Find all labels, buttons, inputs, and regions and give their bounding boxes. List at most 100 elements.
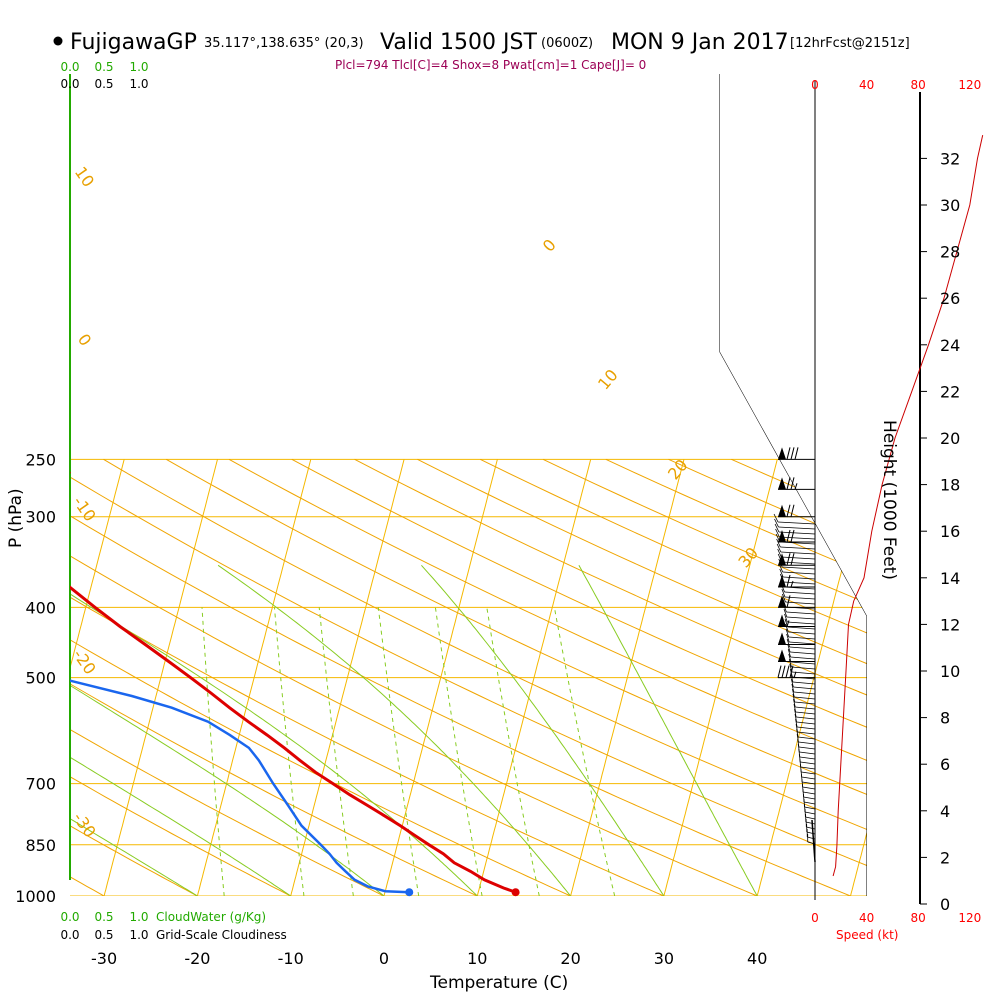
pressure-tick-label: 400 xyxy=(25,598,56,617)
forecast-info: [12hrFcst@2151z] xyxy=(790,36,910,51)
wind-barb-shaft xyxy=(798,741,816,745)
wind-barb-feather xyxy=(792,693,796,703)
moist-adiabat-line xyxy=(70,564,385,896)
wind-barb xyxy=(778,447,815,460)
valid-time: Valid 1500 JST xyxy=(380,30,537,55)
dry-adiabat-label: 0 xyxy=(74,330,95,349)
wind-barb-shaft xyxy=(784,586,816,590)
isotherm-line xyxy=(663,459,778,896)
height-tick-label: 2 xyxy=(940,848,950,867)
dry-adiabat-line xyxy=(228,458,867,896)
dry-adiabat-line xyxy=(70,458,867,896)
wind-barb-shaft xyxy=(790,661,816,665)
isotherm-label: 0 xyxy=(539,235,560,255)
wind-barb-feather xyxy=(789,668,793,678)
temperature-tick-label: -30 xyxy=(91,949,117,968)
mixing-ratio-line xyxy=(201,607,225,896)
isotherm-label: 10 xyxy=(594,366,622,394)
wind-barb-feather xyxy=(778,563,784,573)
temperature-tick-label: 30 xyxy=(654,949,674,968)
wind-barb-shaft xyxy=(805,821,816,825)
dry-adiabat-line xyxy=(479,458,867,896)
wind-barb-feather xyxy=(794,708,797,718)
dry-adiabat-line xyxy=(417,458,867,896)
wind-barb-feather xyxy=(791,683,795,693)
height-tick-label: 4 xyxy=(940,802,950,821)
moist-adiabat-line xyxy=(70,564,478,896)
cloud-water-tick-bottom: 0.5 xyxy=(94,910,113,924)
mixing-ratio-label: 5 xyxy=(404,907,421,921)
valid-zulu: (0600Z) xyxy=(541,36,593,51)
wind-barb-shaft xyxy=(783,576,816,580)
isotherm-line xyxy=(850,459,867,896)
wind-barb-shaft xyxy=(803,796,816,800)
wind-barb xyxy=(778,504,815,518)
cloudiness-tick-bottom: 0.5 xyxy=(94,928,113,942)
wind-barb-shaft xyxy=(793,691,816,695)
dry-adiabat-label: -30 xyxy=(69,809,100,841)
height-tick-label: 30 xyxy=(940,196,960,215)
wind-barb-shaft xyxy=(792,681,816,685)
wind-barb-feather xyxy=(775,528,780,538)
dry-adiabat-line xyxy=(70,458,571,896)
wind-barb-shaft xyxy=(789,641,816,645)
wind-barb-shaft xyxy=(792,676,816,680)
dry-adiabat-line xyxy=(856,458,867,896)
speed-tick-label-bottom: 120 xyxy=(958,911,981,925)
speed-tick-label-bottom: 40 xyxy=(859,911,874,925)
wind-barb-feather xyxy=(784,613,788,623)
dry-adiabat-label: -20 xyxy=(69,646,100,678)
wind-barb-shaft xyxy=(795,706,816,710)
cloud-water-tick-top: 1.0 xyxy=(129,60,148,74)
wind-barb-feather xyxy=(782,593,786,603)
wind-barb-shaft xyxy=(802,786,816,790)
height-tick-label: 6 xyxy=(940,755,950,774)
wind-barb-shaft xyxy=(780,546,816,550)
wind-barb-feather xyxy=(785,628,790,638)
isotherm-line xyxy=(70,459,125,896)
wind-barb-feather xyxy=(793,698,796,708)
wind-barb-shaft xyxy=(787,626,816,630)
height-tick-label: 22 xyxy=(940,382,960,401)
cloud-water-tick-bottom: 1.0 xyxy=(129,910,148,924)
cloudiness-tick-top: 0.5 xyxy=(94,77,113,91)
wind-barb-feather xyxy=(788,653,792,663)
pressure-tick-label: 700 xyxy=(25,775,56,794)
wind-barb-feather xyxy=(793,703,797,713)
wind-barb-shaft xyxy=(801,776,816,780)
speed-tick-label-top: 80 xyxy=(911,78,926,92)
temperature-tick-label: -10 xyxy=(278,949,304,968)
wind-barbs xyxy=(773,447,816,863)
wind-barb xyxy=(778,477,815,490)
mixing-ratio-line xyxy=(377,607,420,896)
dry-adiabat-line xyxy=(291,458,867,896)
wind-barb-feather xyxy=(786,638,790,648)
isotherm-line xyxy=(383,459,498,896)
wind-barb-shaft xyxy=(795,711,816,715)
cloudiness-tick-top: 0.0 xyxy=(60,77,79,91)
speed-axis-label: Speed (kt) xyxy=(836,928,898,942)
height-tick-label: 26 xyxy=(940,289,960,308)
wind-barb-shaft xyxy=(785,601,816,605)
isotherm-line xyxy=(103,459,218,896)
wind-barb-shaft xyxy=(797,736,816,740)
wind-speed-panel xyxy=(814,80,984,904)
wind-barb-shaft xyxy=(805,816,816,820)
wind-barb xyxy=(778,649,815,663)
temperature-tick-label: -20 xyxy=(184,949,210,968)
wind-barb-shaft xyxy=(786,611,816,615)
station-coords: 35.117°,138.635° (20,3) xyxy=(204,36,364,51)
moist-adiabat-line xyxy=(70,564,198,896)
pressure-tick-label: 300 xyxy=(25,508,56,527)
wind-barb-shaft xyxy=(798,746,816,750)
wind-barb-feather xyxy=(778,558,783,568)
dry-adiabat-line xyxy=(542,458,867,896)
profiles xyxy=(70,471,517,894)
height-tick-label: 0 xyxy=(940,895,950,914)
pressure-tick-label: 250 xyxy=(25,450,56,469)
wind-speed-line xyxy=(832,134,984,877)
y-axis-label: P (hPa) xyxy=(6,488,26,548)
stability-params: Plcl=794 Tlcl[C]=4 Shox=8 Pwat[cm]=1 Cap… xyxy=(335,58,646,72)
height-tick-label: 8 xyxy=(940,709,950,728)
wind-barb-shaft xyxy=(787,621,816,625)
